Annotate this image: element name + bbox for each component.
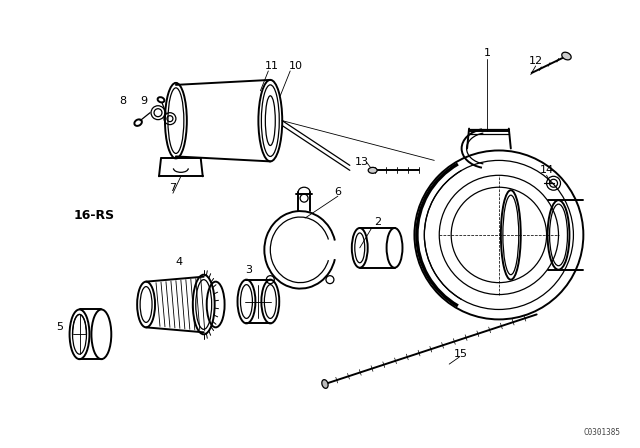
Text: 13: 13 — [355, 157, 369, 168]
Text: 6: 6 — [334, 187, 341, 197]
Text: 16-RS: 16-RS — [74, 209, 115, 222]
Text: 14: 14 — [540, 165, 554, 175]
Text: 1: 1 — [483, 48, 490, 58]
Text: 9: 9 — [141, 96, 148, 106]
Text: 3: 3 — [245, 265, 252, 275]
Text: 5: 5 — [56, 323, 63, 332]
Text: 8: 8 — [120, 96, 127, 106]
Text: 11: 11 — [266, 61, 279, 71]
Ellipse shape — [368, 168, 377, 173]
Text: 4: 4 — [175, 257, 182, 267]
Text: 10: 10 — [289, 61, 303, 71]
Text: 12: 12 — [529, 56, 543, 66]
Ellipse shape — [322, 379, 328, 388]
Text: 7: 7 — [170, 183, 177, 193]
Text: 15: 15 — [454, 349, 468, 359]
Text: C0301385: C0301385 — [583, 428, 620, 437]
Text: 2: 2 — [374, 217, 381, 227]
Ellipse shape — [562, 52, 571, 60]
